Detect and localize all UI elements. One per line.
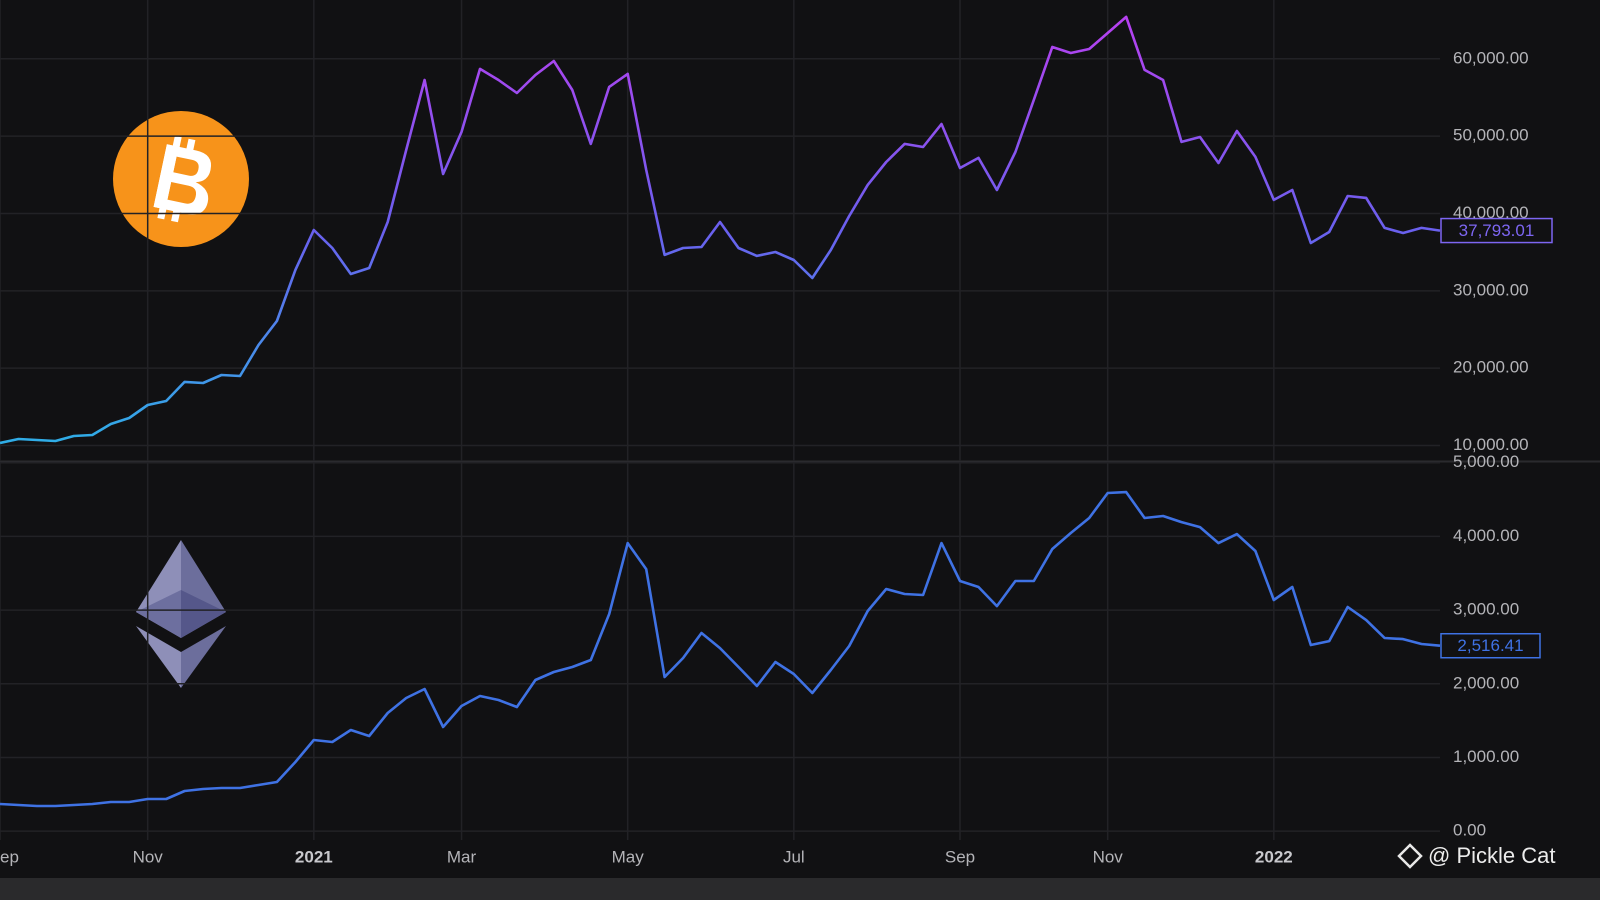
bottom-strip xyxy=(0,878,1600,900)
y-tick-label: 30,000.00 xyxy=(1453,280,1529,299)
y-tick-label: 20,000.00 xyxy=(1453,358,1529,377)
y-tick-label: 0.00 xyxy=(1453,821,1486,840)
last-price-label: 2,516.41 xyxy=(1457,636,1523,655)
x-tick-label: Sep xyxy=(945,847,975,866)
watermark: @ Pickle Cat xyxy=(1397,843,1555,869)
y-tick-label: 2,000.00 xyxy=(1453,673,1519,692)
last-price-box xyxy=(1440,217,1553,244)
bitcoin-icon xyxy=(113,111,249,247)
last-price-label: 37,793.01 xyxy=(1459,221,1535,240)
y-tick-label: 50,000.00 xyxy=(1453,126,1529,145)
y-tick-label: 10,000.00 xyxy=(1453,435,1529,454)
glyph-tick xyxy=(171,209,181,223)
x-tick-label: Nov xyxy=(133,847,164,866)
y-tick-label: 5,000.00 xyxy=(1453,452,1519,471)
watermark-logo xyxy=(1397,843,1423,869)
last-price-box xyxy=(1440,632,1541,659)
eth-face xyxy=(181,626,226,688)
bitcoin-glyph xyxy=(153,135,212,223)
eth-face xyxy=(181,590,226,638)
x-tick-label: May xyxy=(612,847,645,866)
y-tick-label: 3,000.00 xyxy=(1453,600,1519,619)
glyph-tick xyxy=(172,135,182,149)
y-tick-label: 1,000.00 xyxy=(1453,747,1519,766)
glyph-tick xyxy=(186,138,196,152)
eth-face xyxy=(136,590,181,638)
watermark-text: @ Pickle Cat xyxy=(1428,843,1555,868)
glyph-bowls xyxy=(153,144,212,215)
x-tick-label: ep xyxy=(0,847,19,866)
x-tick-label: Jul xyxy=(783,847,805,866)
y-tick-label: 4,000.00 xyxy=(1453,526,1519,545)
x-tick-label: 2022 xyxy=(1255,847,1293,866)
y-tick-label: 60,000.00 xyxy=(1453,48,1529,67)
x-tick-label: Nov xyxy=(1093,847,1124,866)
x-tick-label: 2021 xyxy=(295,847,333,866)
x-tick-label: Mar xyxy=(447,847,477,866)
price-line xyxy=(0,490,1441,808)
y-tick-label: 40,000.00 xyxy=(1453,203,1529,222)
price-line xyxy=(0,15,1441,445)
